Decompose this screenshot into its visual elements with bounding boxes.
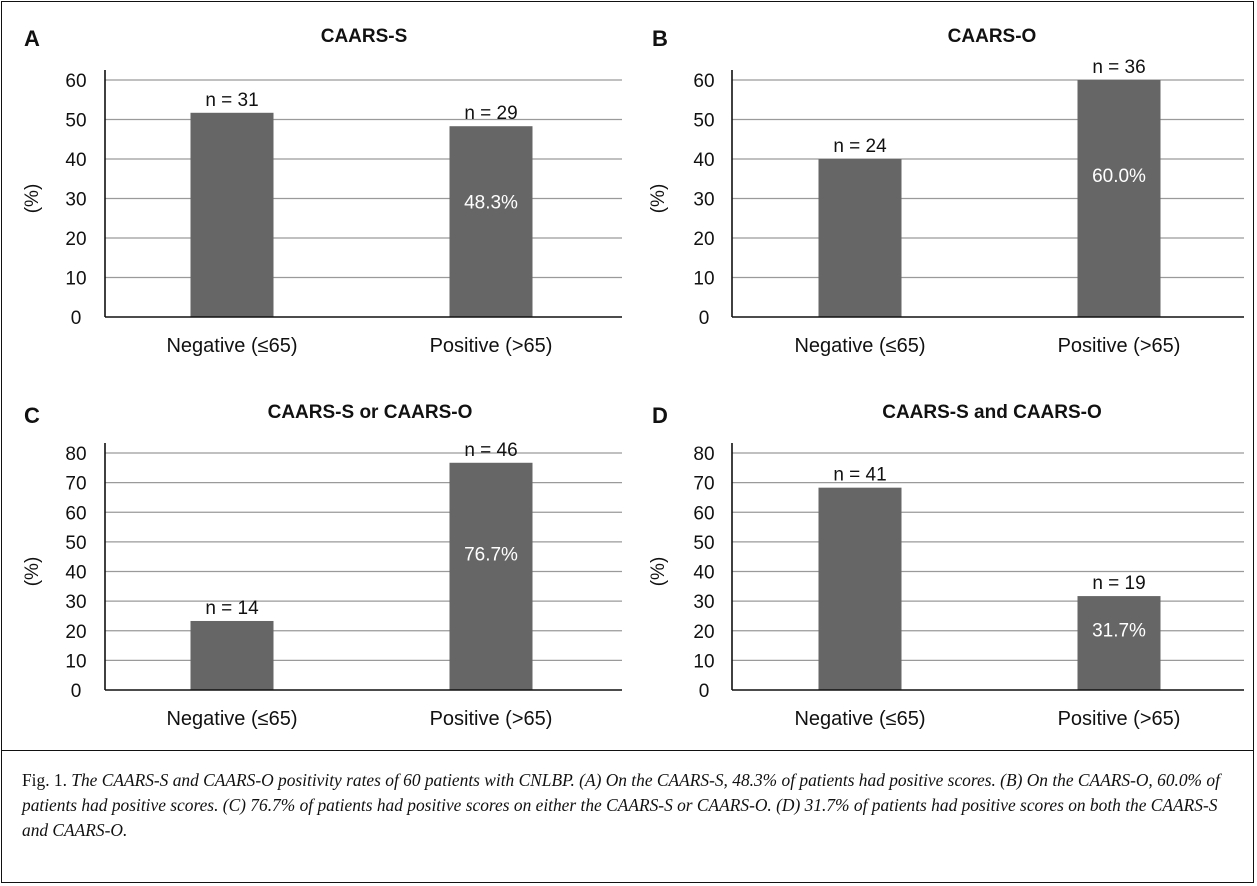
y-tick-label-c-20: 20 — [65, 622, 86, 643]
chart-title-a: CAARS-S — [321, 26, 408, 47]
y-tick-label-d-40: 40 — [693, 563, 714, 584]
bar-b-2 — [1077, 80, 1161, 317]
y-tick-label-c-60: 60 — [65, 503, 86, 524]
chart-title-c: CAARS-S or CAARS-O — [268, 402, 473, 423]
bar-a-2 — [449, 126, 533, 317]
n-label-a-2: n = 29 — [464, 103, 517, 124]
n-label-d-2: n = 19 — [1092, 573, 1145, 594]
n-label-b-2: n = 36 — [1092, 57, 1145, 78]
bar-b-1 — [818, 159, 902, 317]
y-tick-label-a-30: 30 — [65, 190, 86, 211]
x-category-label-c-1: Negative (≤65) — [166, 708, 297, 730]
y-axis-label-d: (%) — [648, 557, 669, 587]
y-tick-label-c-80: 80 — [65, 444, 86, 465]
y-tick-label-c-10: 10 — [65, 651, 86, 672]
figure-caption: Fig. 1. The CAARS-S and CAARS-O positivi… — [22, 768, 1237, 843]
bar-a-1 — [190, 112, 274, 317]
y-tick-label-b-50: 50 — [693, 111, 714, 132]
bar-value-label-d-2: 31.7% — [1092, 620, 1146, 641]
y-tick-label-b-20: 20 — [693, 229, 714, 250]
y-axis-label-c: (%) — [22, 557, 43, 587]
panel-letter-c: C — [24, 403, 40, 428]
y-tick-label-c-0: 0 — [71, 681, 82, 702]
y-tick-label-d-10: 10 — [693, 651, 714, 672]
y-axis-label-b: (%) — [648, 184, 669, 214]
y-tick-label-b-0: 0 — [699, 308, 710, 329]
y-tick-label-a-60: 60 — [65, 71, 86, 92]
chart-title-b: CAARS-O — [948, 26, 1037, 47]
n-label-d-1: n = 41 — [833, 465, 886, 486]
x-category-label-b-2: Positive (>65) — [1058, 335, 1181, 357]
y-tick-label-b-30: 30 — [693, 190, 714, 211]
y-tick-label-c-50: 50 — [65, 533, 86, 554]
y-tick-label-d-20: 20 — [693, 622, 714, 643]
panel-letter-d: D — [652, 403, 668, 428]
y-tick-label-a-10: 10 — [65, 269, 86, 290]
y-tick-label-d-0: 0 — [699, 681, 710, 702]
x-category-label-b-1: Negative (≤65) — [794, 335, 925, 357]
caption-body: The CAARS-S and CAARS-O positivity rates… — [22, 770, 1220, 840]
bar-d-2 — [1077, 596, 1161, 690]
bar-c-2 — [449, 462, 533, 690]
y-tick-label-b-60: 60 — [693, 71, 714, 92]
caption-lead: Fig. 1. — [22, 770, 72, 790]
x-category-label-d-2: Positive (>65) — [1058, 708, 1181, 730]
y-tick-label-b-10: 10 — [693, 269, 714, 290]
panel-letter-b: B — [652, 26, 668, 51]
bar-value-label-c-2: 76.7% — [464, 544, 518, 565]
x-category-label-a-2: Positive (>65) — [430, 335, 553, 357]
n-label-a-1: n = 31 — [205, 90, 258, 111]
y-tick-label-a-0: 0 — [71, 308, 82, 329]
y-tick-label-a-20: 20 — [65, 229, 86, 250]
y-axis-label-a: (%) — [22, 184, 43, 214]
bar-c-1 — [190, 620, 274, 690]
charts-area: A CAARS-S 0 10 20 30 40 50 60 n = 31 Negative (≤65… — [22, 26, 1244, 730]
x-category-label-d-1: Negative (≤65) — [794, 708, 925, 730]
n-label-b-1: n = 24 — [833, 136, 887, 157]
y-tick-label-a-50: 50 — [65, 111, 86, 132]
bar-value-label-b-2: 60.0% — [1092, 166, 1146, 187]
y-tick-label-b-40: 40 — [693, 150, 714, 171]
x-category-label-c-2: Positive (>65) — [430, 708, 553, 730]
caption-divider — [2, 750, 1253, 751]
x-category-label-a-1: Negative (≤65) — [166, 335, 297, 357]
n-label-c-1: n = 14 — [205, 598, 259, 619]
y-tick-label-c-70: 70 — [65, 474, 86, 495]
n-label-c-2: n = 46 — [464, 440, 517, 461]
y-tick-label-d-30: 30 — [693, 592, 714, 613]
bar-d-1 — [818, 487, 902, 690]
y-tick-label-d-50: 50 — [693, 533, 714, 554]
y-tick-label-d-80: 80 — [693, 444, 714, 465]
y-tick-label-c-40: 40 — [65, 563, 86, 584]
bar-value-label-a-2: 48.3% — [464, 192, 518, 213]
chart-title-d: CAARS-S and CAARS-O — [882, 402, 1102, 423]
y-tick-label-c-30: 30 — [65, 592, 86, 613]
y-tick-label-d-70: 70 — [693, 474, 714, 495]
y-tick-label-d-60: 60 — [693, 503, 714, 524]
panel-letter-a: A — [24, 26, 40, 51]
y-tick-label-a-40: 40 — [65, 150, 86, 171]
